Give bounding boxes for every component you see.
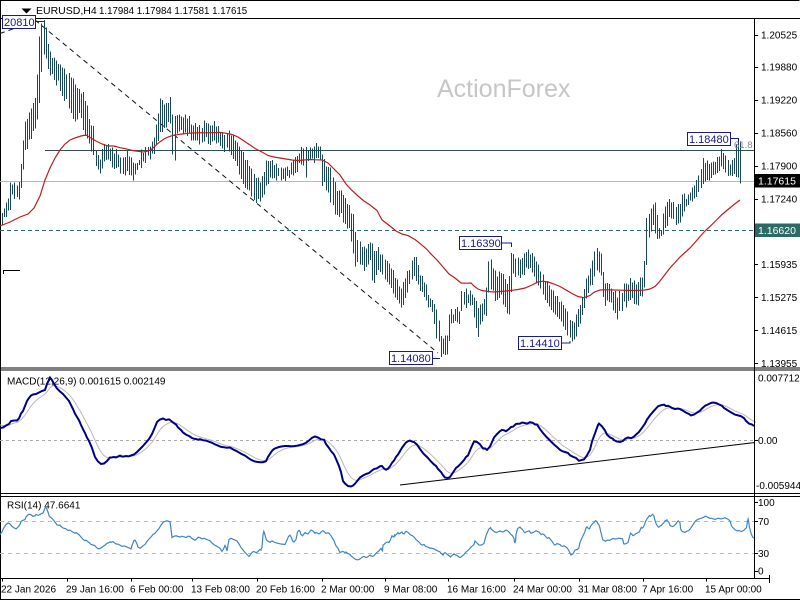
svg-text:15 Apr 00:00: 15 Apr 00:00 xyxy=(705,585,762,596)
svg-text:16 Mar 16:00: 16 Mar 16:00 xyxy=(447,585,506,596)
svg-text:22 Jan 2026: 22 Jan 2026 xyxy=(1,585,56,596)
svg-text:30: 30 xyxy=(758,549,770,560)
svg-text:1.14615: 1.14615 xyxy=(761,326,798,337)
svg-text:0: 0 xyxy=(758,567,764,578)
svg-text:1.17240: 1.17240 xyxy=(761,195,798,206)
svg-text:0.007712: 0.007712 xyxy=(758,374,800,385)
svg-text:1.18560: 1.18560 xyxy=(761,129,798,140)
svg-text:70: 70 xyxy=(758,517,770,528)
svg-text:13 Feb 08:00: 13 Feb 08:00 xyxy=(191,585,250,596)
svg-text:9 Mar 08:00: 9 Mar 08:00 xyxy=(384,585,438,596)
svg-text:31 Mar 08:00: 31 Mar 08:00 xyxy=(578,585,637,596)
svg-text:0.00: 0.00 xyxy=(758,436,778,447)
svg-text:RSI(14) 47.6641: RSI(14) 47.6641 xyxy=(7,501,81,512)
svg-text:1.17900: 1.17900 xyxy=(761,162,798,173)
svg-text:20 Feb 16:00: 20 Feb 16:00 xyxy=(256,585,315,596)
svg-text:1.16620: 1.16620 xyxy=(758,225,796,237)
svg-text:1.19880: 1.19880 xyxy=(761,63,798,74)
svg-text:100: 100 xyxy=(758,498,775,509)
svg-text:-0.005944: -0.005944 xyxy=(756,481,800,492)
svg-text:61.8: 61.8 xyxy=(734,140,753,151)
svg-text:1.14080: 1.14080 xyxy=(391,353,431,365)
svg-text:EURUSD,H4: EURUSD,H4 xyxy=(36,5,97,17)
svg-text:1.14410: 1.14410 xyxy=(520,338,560,350)
svg-text:1.18480: 1.18480 xyxy=(689,134,729,146)
svg-text:1.15935: 1.15935 xyxy=(761,260,798,271)
svg-text:MACD(12,26,9) 0.001615 0.00214: MACD(12,26,9) 0.001615 0.002149 xyxy=(7,377,166,388)
svg-text:1.20525: 1.20525 xyxy=(761,31,798,42)
svg-text:1.17984 1.17984 1.17581 1.1761: 1.17984 1.17984 1.17581 1.17615 xyxy=(99,6,247,17)
svg-text:1.13955: 1.13955 xyxy=(761,359,798,370)
svg-text:6 Feb 00:00: 6 Feb 00:00 xyxy=(130,585,184,596)
svg-text:1.15275: 1.15275 xyxy=(761,293,798,304)
svg-text:24 Mar 00:00: 24 Mar 00:00 xyxy=(513,585,572,596)
svg-text:ActionForex: ActionForex xyxy=(437,75,571,103)
svg-text:1.17615: 1.17615 xyxy=(758,176,796,188)
svg-text:1.19220: 1.19220 xyxy=(761,96,798,107)
svg-text:1.16390: 1.16390 xyxy=(461,238,501,250)
svg-text:20810: 20810 xyxy=(4,17,35,29)
svg-text:2 Mar 00:00: 2 Mar 00:00 xyxy=(321,585,375,596)
svg-text:7 Apr 16:00: 7 Apr 16:00 xyxy=(642,585,694,596)
svg-text:29 Jan 16:00: 29 Jan 16:00 xyxy=(66,585,124,596)
